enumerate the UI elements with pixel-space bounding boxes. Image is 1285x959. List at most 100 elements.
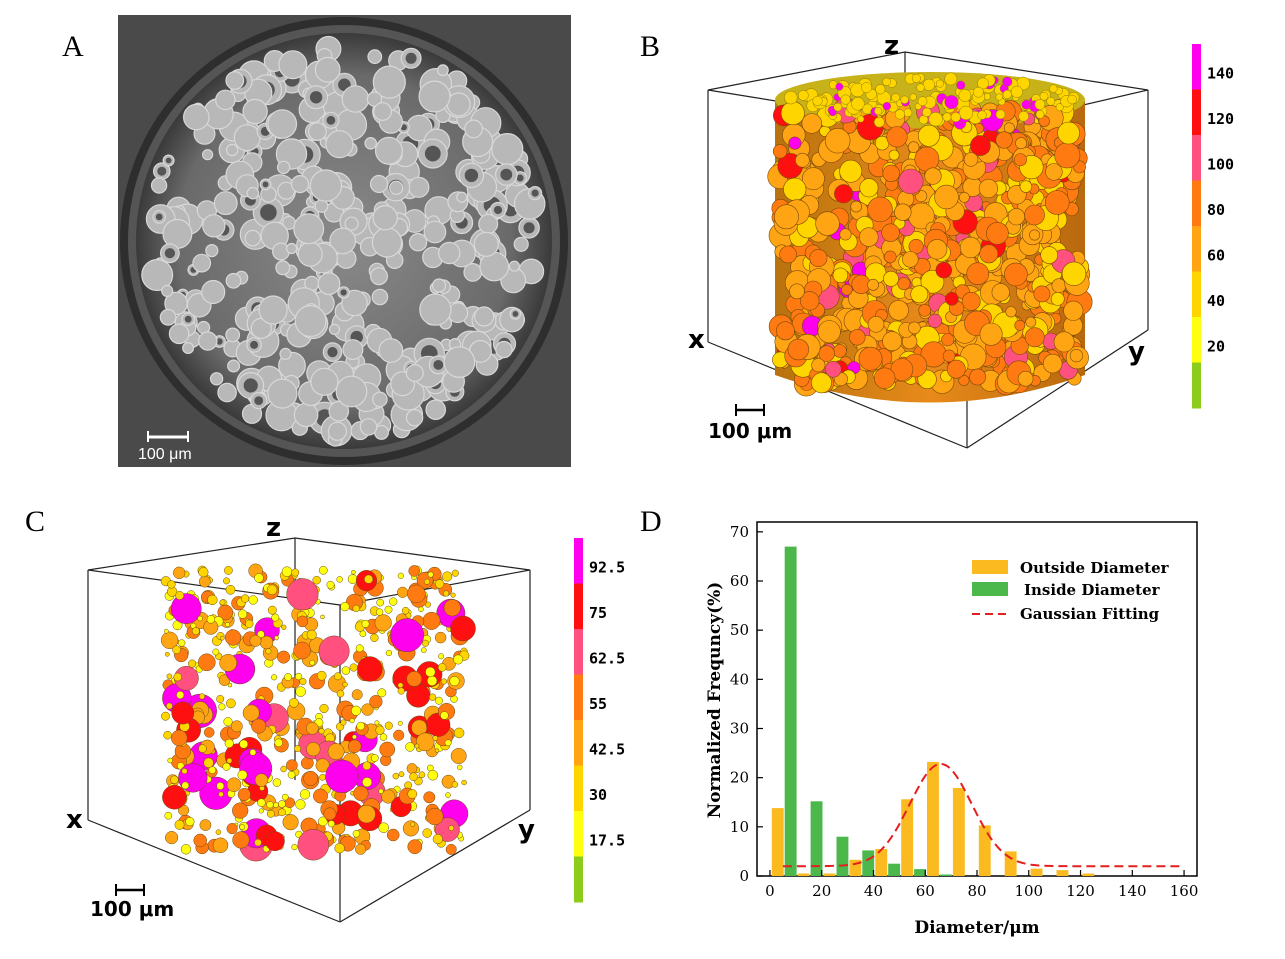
pore-particle [216, 695, 225, 703]
y-tick-label: 40 [730, 670, 749, 688]
ct-particle-hollow [433, 360, 444, 370]
pore-particle [451, 781, 459, 788]
cylinder-particle [795, 152, 810, 168]
pore-particle [440, 711, 449, 720]
pore-particle [361, 619, 370, 628]
pore-particle [162, 784, 187, 810]
pore-particle [340, 719, 347, 726]
pore-particle [355, 843, 367, 855]
pore-particle [342, 681, 348, 688]
pore-particle [397, 586, 409, 598]
legend-label-fit: Gaussian Fitting [1020, 605, 1160, 623]
cylinder-particle [787, 338, 810, 361]
ct-particle [328, 323, 341, 335]
pore-particle [297, 828, 330, 861]
pore-particle [374, 614, 392, 632]
pore-particle [410, 821, 416, 827]
pore-particle [271, 613, 280, 622]
cylinder-particle [969, 368, 987, 386]
pore-particle [434, 631, 447, 644]
pore-particle [450, 748, 467, 764]
ct-particle-hollow [155, 213, 163, 221]
colorbar-segment [1192, 180, 1201, 227]
colorbar-segment [574, 629, 583, 675]
pore-particle [392, 772, 400, 780]
pore-particle [327, 743, 345, 761]
pore-particle [349, 663, 358, 672]
x-tick-label: 160 [1170, 882, 1199, 900]
cylinder-particle [918, 303, 931, 317]
pore-particle [249, 749, 257, 756]
pore-particle [272, 778, 282, 787]
pore-particle [409, 772, 418, 781]
pore-particle [319, 773, 326, 781]
ct-particle-hollow [326, 115, 336, 125]
pore-particle [223, 577, 230, 585]
cylinder-particle [963, 152, 979, 167]
cylinder-top-particle [875, 84, 886, 95]
pore-particle [254, 838, 262, 847]
pore-particle [432, 834, 443, 845]
cylinder-particle [780, 101, 805, 126]
x-tick-label: 20 [812, 882, 831, 900]
cylinder-particle [924, 167, 942, 185]
x-tick-label: 100 [1014, 882, 1043, 900]
ct-particle [508, 260, 520, 272]
cylinder-particle [801, 113, 823, 134]
cylinder-top-particle [972, 86, 984, 98]
pore-particle [170, 593, 202, 624]
pore-particle [397, 572, 404, 579]
cylinder-top-particle [851, 97, 865, 111]
pore-particle [281, 566, 293, 577]
y-tick-label: 50 [730, 621, 749, 639]
scale-bar-label-b: 100 μm [708, 419, 792, 443]
ct-particle [141, 259, 174, 292]
cylinder-particle [1054, 142, 1081, 169]
pore-particle [370, 633, 379, 642]
cylinder-particle [1005, 306, 1017, 318]
cylinder-top-particle [917, 96, 928, 107]
ct-particle [408, 232, 428, 252]
pore-particle [357, 804, 376, 824]
pore-particle [176, 690, 185, 700]
ct-particle [438, 241, 461, 265]
pore-particle [163, 730, 172, 740]
gaussian-fit-line [782, 762, 1185, 868]
cylinder-particle [867, 278, 879, 291]
pore-particle [434, 579, 445, 589]
ct-particle [276, 160, 291, 175]
ct-particle [246, 186, 260, 200]
cylinder-particle [888, 149, 900, 161]
pore-particle [226, 757, 233, 764]
cylinder-particle [874, 367, 896, 389]
pore-particle [271, 674, 278, 681]
axis-x-b: x [688, 325, 705, 355]
pore-particle [299, 789, 311, 800]
cylinder-particle [833, 344, 847, 358]
colorbar-segment [574, 583, 583, 630]
pore-particle [378, 822, 389, 833]
pore-particle [166, 673, 173, 680]
ct-particle [233, 124, 261, 152]
ct-particle [215, 89, 236, 111]
pore-particle [336, 576, 343, 583]
outside-diameter-bar [823, 873, 836, 876]
cylinder-particle [1069, 349, 1084, 363]
cylinder-particle [799, 291, 820, 311]
ct-particle [198, 331, 218, 351]
cylinder-particle [894, 203, 912, 221]
pore-particle [284, 673, 292, 682]
cylinder-particle [944, 291, 959, 306]
colorbar-segment [574, 765, 583, 812]
pore-particle [318, 728, 325, 735]
outside-diameter-bar [797, 873, 810, 876]
pore-particle [207, 594, 218, 606]
inside-diameter-bar [914, 869, 926, 876]
pore-particle [173, 672, 182, 682]
ct-particle [275, 260, 291, 276]
pore-particle [347, 574, 358, 584]
pore-particle [375, 608, 384, 616]
ct-particle [225, 143, 239, 157]
pore-particle [218, 791, 224, 798]
cylinder-particle [1044, 190, 1070, 215]
